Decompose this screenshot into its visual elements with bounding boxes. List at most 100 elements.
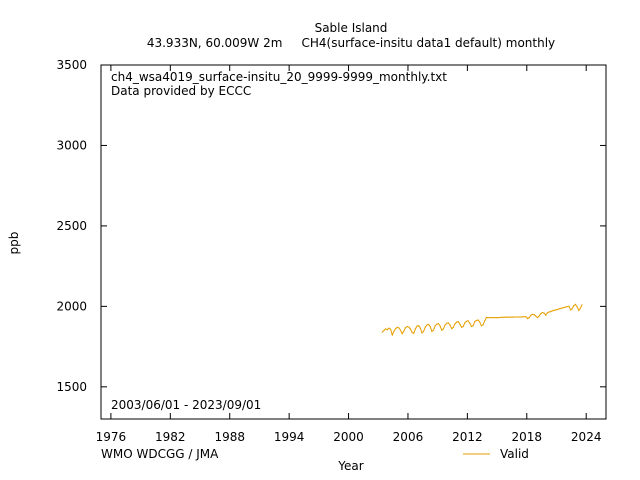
- data-point: [466, 320, 468, 322]
- data-point: [464, 322, 466, 324]
- x-tick-label: 1988: [214, 430, 245, 444]
- data-point: [573, 305, 575, 307]
- data-point: [414, 328, 416, 330]
- plot-frame: [100, 64, 607, 420]
- data-point: [499, 317, 501, 319]
- data-point: [393, 330, 395, 332]
- data-point: [503, 316, 506, 318]
- data-point: [574, 303, 577, 305]
- x-axis: 1976 1982 1988 1994 2000 2006 2012 2018 2024: [96, 65, 602, 444]
- data-point: [409, 328, 411, 330]
- data-point: [561, 307, 563, 309]
- data-point: [528, 317, 530, 319]
- data-point: [441, 329, 443, 331]
- data-point: [454, 323, 456, 325]
- data-point: [459, 323, 461, 325]
- data-point: [571, 308, 573, 310]
- x-tick-label: 2018: [512, 430, 543, 444]
- data-point: [399, 329, 402, 331]
- data-point: [507, 316, 509, 318]
- provider-annotation: Data provided by ECCC: [111, 84, 251, 98]
- data-point: [480, 325, 482, 327]
- data-point: [472, 325, 474, 327]
- data-point: [581, 304, 583, 306]
- data-point: [546, 312, 549, 314]
- data-point: [551, 310, 553, 312]
- data-point: [429, 326, 431, 328]
- data-point: [456, 321, 458, 323]
- data-point: [413, 332, 415, 334]
- data-point: [522, 316, 524, 318]
- data-point: [406, 325, 408, 328]
- legend-label: Valid: [500, 447, 529, 461]
- y-tick-label: 2000: [56, 299, 87, 313]
- data-point: [558, 308, 560, 310]
- data-point: [403, 330, 405, 332]
- y-axis: 1500 2000 2500 3000 3500: [56, 58, 606, 394]
- data-point: [395, 328, 397, 330]
- data-point: [396, 326, 398, 328]
- data-point: [419, 327, 421, 329]
- data-point: [502, 316, 504, 318]
- data-point: [408, 326, 410, 328]
- data-point: [500, 316, 502, 318]
- data-point: [494, 317, 496, 319]
- data-point: [428, 323, 430, 325]
- data-point: [563, 306, 565, 309]
- data-point: [553, 309, 555, 311]
- data-point: [560, 307, 562, 310]
- data-point: [446, 322, 448, 324]
- data-point: [418, 325, 420, 327]
- data-point: [398, 327, 400, 329]
- data-point: [383, 329, 385, 332]
- data-point: [548, 311, 550, 313]
- x-axis-label: Year: [337, 459, 363, 473]
- x-tick-label: 2012: [452, 430, 483, 444]
- data-point: [436, 323, 438, 325]
- data-point: [439, 325, 441, 327]
- data-point: [416, 325, 418, 327]
- data-point: [424, 326, 426, 328]
- data-point: [388, 327, 390, 329]
- data-point: [497, 317, 499, 319]
- data-point: [510, 316, 512, 318]
- x-tick-label: 2006: [393, 430, 424, 444]
- data-point: [545, 314, 547, 316]
- y-axis-label: ppb: [7, 232, 21, 255]
- data-point: [485, 317, 487, 319]
- legend: Valid: [463, 447, 529, 461]
- data-point: [536, 317, 539, 319]
- data-point: [434, 325, 436, 327]
- data-point: [512, 316, 514, 318]
- data-point: [540, 313, 542, 315]
- data-point: [426, 324, 428, 326]
- data-point: [451, 328, 453, 330]
- y-tick-label: 1500: [56, 380, 87, 394]
- data-point: [520, 316, 522, 318]
- x-tick-label: 1982: [155, 430, 186, 444]
- data-point: [490, 317, 492, 319]
- data-point: [578, 309, 580, 311]
- watermark: WMO WDCGG / JMA: [101, 447, 219, 461]
- filename-annotation: ch4_wsa4019_surface-insitu_20_9999-9999_…: [111, 70, 447, 84]
- data-point: [423, 330, 425, 332]
- data-point: [411, 331, 413, 333]
- data-point: [437, 323, 440, 325]
- data-point: [535, 315, 537, 317]
- x-tick-label: 2000: [333, 430, 364, 444]
- y-tick-label: 2500: [56, 219, 87, 233]
- data-point: [576, 306, 578, 308]
- data-point: [570, 309, 572, 311]
- data-point: [401, 333, 403, 335]
- data-point: [531, 313, 534, 315]
- data-point: [566, 306, 568, 308]
- data-point: [479, 321, 481, 323]
- data-point: [568, 305, 570, 307]
- data-point: [550, 310, 552, 313]
- data-point: [477, 319, 479, 321]
- data-point: [386, 329, 388, 331]
- data-point: [513, 316, 516, 318]
- data-point: [515, 316, 517, 318]
- x-tick-label: 2024: [571, 430, 602, 444]
